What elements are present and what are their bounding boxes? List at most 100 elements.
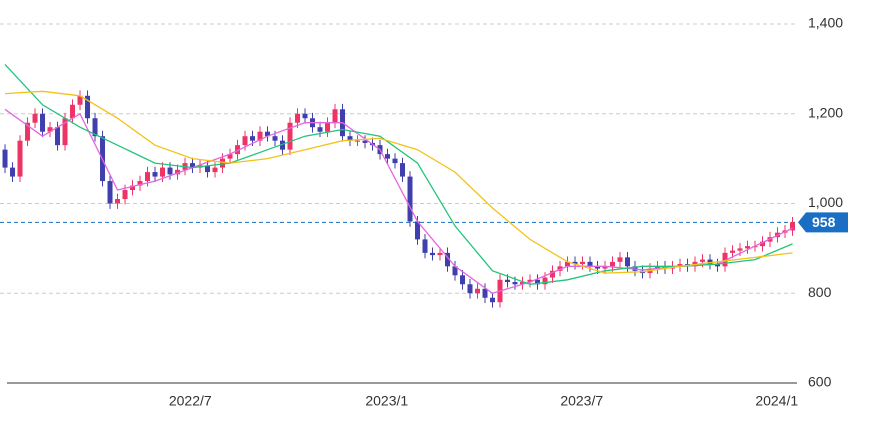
candle-body xyxy=(332,109,338,123)
candle-body xyxy=(707,259,713,265)
candle-body xyxy=(452,266,458,276)
candle-body xyxy=(295,113,301,123)
candle-body xyxy=(407,176,413,222)
candle-body xyxy=(437,252,443,256)
candle-body xyxy=(700,259,706,262)
candle-body xyxy=(205,165,211,173)
y-tick-label: 1,200 xyxy=(808,104,843,120)
candle-body xyxy=(190,163,196,168)
candle-body xyxy=(565,261,571,267)
candle-body xyxy=(25,122,31,141)
candle-body xyxy=(355,140,361,142)
candle-body xyxy=(250,136,256,141)
candle-body xyxy=(130,185,136,191)
candle-body xyxy=(2,149,8,168)
candle-body xyxy=(790,222,796,231)
candle-body xyxy=(520,282,526,285)
candle-body xyxy=(527,279,533,283)
x-tick-label: 2023/7 xyxy=(560,393,603,409)
candle-body xyxy=(715,264,721,267)
candle-body xyxy=(490,297,496,303)
candle-body xyxy=(107,181,113,204)
candle-body xyxy=(572,261,578,265)
candle-body xyxy=(235,145,241,155)
candle-body xyxy=(317,127,323,132)
candle-body xyxy=(385,154,391,159)
candle-body xyxy=(265,131,271,137)
candle-body xyxy=(392,158,398,164)
candle-body xyxy=(280,140,286,150)
candle-body xyxy=(415,221,421,240)
candle-body xyxy=(730,250,736,253)
candle-body xyxy=(145,172,151,182)
moving-average-line xyxy=(4,108,793,295)
candle-body xyxy=(70,104,76,119)
candle-body xyxy=(745,246,751,249)
candle-body xyxy=(220,158,226,168)
candle-body xyxy=(227,154,233,159)
y-tick-label: 600 xyxy=(808,374,832,390)
candle-body xyxy=(422,239,428,253)
candle-body xyxy=(242,136,248,146)
candle-body xyxy=(137,181,143,186)
candle-body xyxy=(257,131,263,141)
candle-body xyxy=(17,140,23,177)
candle-body xyxy=(85,95,91,119)
y-tick-label: 800 xyxy=(808,284,832,300)
last-price-badge xyxy=(798,212,848,233)
candle-body xyxy=(475,288,481,294)
candle-body xyxy=(557,266,563,271)
candle-body xyxy=(535,279,541,285)
candle-body xyxy=(542,277,548,285)
candle-body xyxy=(482,288,488,298)
candle-body xyxy=(617,257,623,262)
candle-body xyxy=(677,264,683,267)
candle-body xyxy=(160,167,166,177)
candle-body xyxy=(10,167,16,177)
candle-body xyxy=(325,122,331,132)
x-tick-label: 2022/7 xyxy=(169,393,212,409)
candle-body xyxy=(722,252,728,267)
candle-body xyxy=(77,95,83,105)
candle-body xyxy=(595,266,601,269)
candle-body xyxy=(430,252,436,256)
candle-body xyxy=(760,241,766,247)
candle-body xyxy=(55,127,61,146)
candle-body xyxy=(92,118,98,137)
candle-body xyxy=(610,261,616,267)
y-tick-label: 1,000 xyxy=(808,194,843,210)
candle-body xyxy=(122,190,128,200)
candle-body xyxy=(302,113,308,119)
candle-body xyxy=(445,252,451,267)
candle-body xyxy=(460,275,466,285)
candle-body xyxy=(40,113,46,132)
candle-body xyxy=(347,136,353,141)
x-tick-label: 2024/1 xyxy=(755,393,798,409)
candle-body xyxy=(175,169,181,175)
x-labels: 2022/7 2023/1 2023/7 2024/1 xyxy=(169,393,799,409)
last-price-label: 958 xyxy=(812,214,836,230)
candle-body xyxy=(737,248,743,251)
candle-body xyxy=(602,266,608,269)
y-tick-label: 1,400 xyxy=(808,15,843,31)
candle-body xyxy=(32,113,38,123)
candle-body xyxy=(115,199,121,204)
candle-body xyxy=(587,261,593,267)
moving-average-line xyxy=(4,90,793,274)
candle-body xyxy=(272,136,278,141)
candle-body xyxy=(212,167,218,173)
candle-body xyxy=(580,261,586,265)
candle-body xyxy=(62,118,68,146)
candle-body xyxy=(167,167,173,175)
x-tick-label: 2023/1 xyxy=(365,393,408,409)
candle-body xyxy=(152,172,158,177)
candle-body xyxy=(362,140,368,143)
moving-average-line xyxy=(4,63,793,285)
candle-body xyxy=(655,266,661,269)
candle-body xyxy=(287,122,293,150)
candle-body xyxy=(400,163,406,177)
candle-body xyxy=(512,282,518,285)
candle-body xyxy=(625,257,631,267)
candle-body xyxy=(47,127,53,132)
